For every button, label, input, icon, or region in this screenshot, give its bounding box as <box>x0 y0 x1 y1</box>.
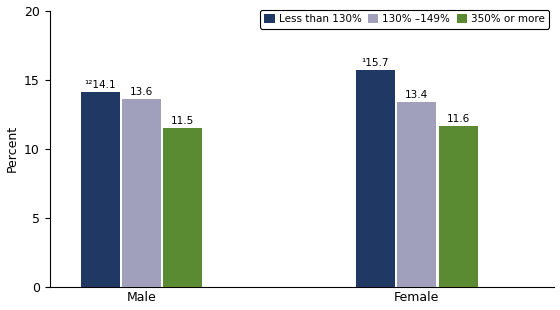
Y-axis label: Percent: Percent <box>6 125 18 172</box>
Text: ¹15.7: ¹15.7 <box>362 58 389 68</box>
Bar <box>164 128 202 286</box>
Bar <box>438 126 478 286</box>
Legend: Less than 130%, 130% –149%, 350% or more: Less than 130%, 130% –149%, 350% or more <box>260 10 549 29</box>
Text: ¹²14.1: ¹²14.1 <box>85 80 116 90</box>
Bar <box>81 92 120 286</box>
Text: 13.4: 13.4 <box>405 90 428 100</box>
Text: 13.6: 13.6 <box>130 87 153 97</box>
Text: 11.5: 11.5 <box>171 116 194 126</box>
Text: 11.6: 11.6 <box>446 114 470 124</box>
Bar <box>397 102 436 286</box>
Bar <box>122 99 161 286</box>
Bar <box>356 70 395 286</box>
